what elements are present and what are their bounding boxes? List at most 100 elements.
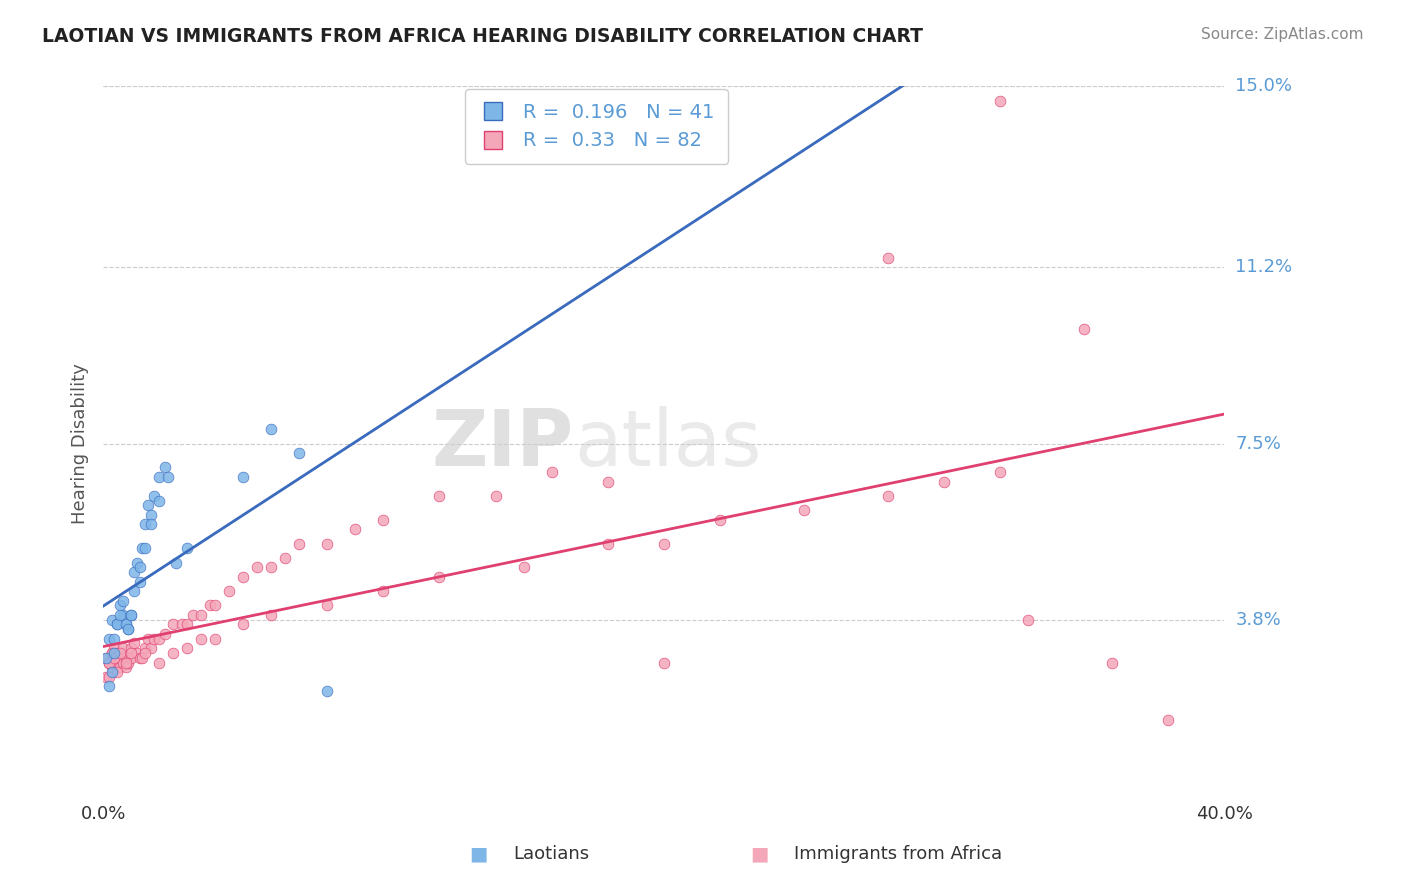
Point (288, 536, 311, 550)
Point (181, 607, 204, 622)
Point (111, 641, 134, 656)
Point (122, 584, 145, 599)
Text: ■: ■ (749, 845, 769, 863)
Point (596, 536, 619, 550)
Point (97, 632, 120, 646)
Point (120, 646, 142, 660)
Point (128, 650, 150, 665)
Point (103, 650, 125, 665)
Point (125, 556, 148, 570)
Point (153, 460, 176, 475)
Point (156, 470, 179, 484)
Point (108, 660, 131, 674)
Text: ■: ■ (468, 845, 488, 863)
Point (176, 641, 198, 656)
Point (97, 670, 120, 684)
Point (170, 617, 193, 632)
Point (117, 622, 139, 636)
Point (204, 599, 226, 613)
Text: 7.5%: 7.5% (1236, 434, 1281, 452)
Point (94, 670, 117, 684)
Point (105, 660, 128, 674)
Point (165, 556, 187, 570)
Point (100, 660, 122, 674)
Text: 15.0%: 15.0% (1236, 78, 1292, 95)
Point (114, 617, 136, 632)
Point (120, 607, 142, 622)
Point (1101, 656, 1123, 670)
Point (97, 679, 120, 693)
Point (204, 632, 226, 646)
Point (373, 584, 395, 599)
Point (117, 656, 139, 670)
Point (162, 617, 184, 632)
Point (103, 656, 125, 670)
Text: atlas: atlas (574, 406, 762, 482)
Point (100, 646, 122, 660)
Point (373, 513, 395, 527)
Point (512, 560, 534, 574)
Point (122, 565, 145, 579)
Point (120, 641, 142, 656)
Point (136, 632, 159, 646)
Point (877, 489, 900, 503)
Point (120, 650, 142, 665)
Text: Laotians: Laotians (513, 846, 589, 863)
Point (1073, 322, 1095, 336)
Point (148, 470, 170, 484)
Point (988, 465, 1011, 479)
Text: 3.8%: 3.8% (1236, 611, 1281, 629)
Point (148, 632, 170, 646)
Point (131, 541, 153, 556)
Point (260, 560, 283, 574)
Point (932, 475, 955, 489)
Point (148, 493, 170, 508)
Point (108, 650, 131, 665)
Point (100, 646, 122, 660)
Legend: R =  0.196   N = 41, R =  0.33   N = 82: R = 0.196 N = 41, R = 0.33 N = 82 (465, 89, 728, 164)
Point (162, 646, 184, 660)
Point (105, 646, 128, 660)
Point (97, 656, 120, 670)
Point (232, 617, 254, 632)
Point (103, 632, 125, 646)
Point (198, 599, 221, 613)
Point (176, 541, 198, 556)
Point (136, 499, 159, 513)
Point (111, 656, 134, 670)
Y-axis label: Hearing Disability: Hearing Disability (72, 363, 89, 524)
Point (105, 617, 128, 632)
Text: Immigrants from Africa: Immigrants from Africa (794, 846, 1002, 863)
Point (134, 646, 156, 660)
Point (108, 599, 131, 613)
Point (114, 660, 136, 674)
Point (793, 503, 815, 517)
Point (1017, 613, 1039, 627)
Point (274, 550, 297, 565)
Text: 11.2%: 11.2% (1236, 259, 1292, 277)
Point (429, 570, 451, 584)
Point (97, 656, 120, 670)
Point (128, 574, 150, 589)
Point (232, 570, 254, 584)
Point (108, 646, 131, 660)
Point (111, 607, 134, 622)
Point (429, 489, 451, 503)
Point (122, 636, 145, 650)
Point (103, 641, 125, 656)
Point (176, 617, 198, 632)
Point (316, 684, 339, 698)
Point (190, 632, 212, 646)
Point (596, 475, 619, 489)
Point (131, 650, 153, 665)
Point (988, 94, 1011, 108)
Point (316, 599, 339, 613)
Point (218, 584, 240, 599)
Point (94, 650, 117, 665)
Point (139, 508, 162, 522)
Point (190, 607, 212, 622)
Point (120, 607, 142, 622)
Point (94, 650, 117, 665)
Point (142, 489, 165, 503)
Point (117, 622, 139, 636)
